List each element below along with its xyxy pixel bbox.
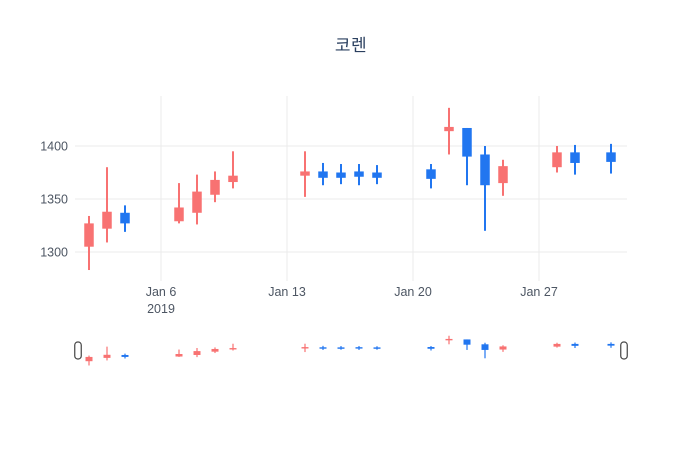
- candle-body: [373, 347, 381, 349]
- candle-body: [228, 175, 238, 183]
- candle-mini-day-21[interactable]: [427, 346, 435, 351]
- candle-body: [300, 171, 310, 176]
- candle-body: [103, 354, 111, 358]
- candle-body: [193, 351, 201, 355]
- candle-mini-day-17[interactable]: [355, 346, 363, 350]
- x-tick-label: Jan 6: [146, 285, 177, 299]
- candle-day-15[interactable]: [318, 162, 328, 186]
- candle-mini-day-14[interactable]: [301, 343, 309, 353]
- candle-body: [481, 344, 489, 350]
- candle-body: [570, 152, 580, 163]
- candle-body: [175, 354, 183, 357]
- candle-mini-day-4[interactable]: [121, 353, 129, 359]
- candle-body: [426, 169, 436, 179]
- gridlines: [75, 96, 627, 281]
- candle-day-9[interactable]: [210, 171, 220, 203]
- candle-mini-day-28[interactable]: [553, 342, 561, 348]
- candle-body: [336, 172, 346, 178]
- candle-day-14[interactable]: [300, 151, 310, 197]
- candle-day-18[interactable]: [372, 165, 382, 185]
- y-tick-label: 1400: [40, 140, 68, 154]
- candle-body: [229, 348, 237, 350]
- range-slider-left-handle[interactable]: [74, 341, 82, 360]
- candle-day-2[interactable]: [84, 215, 94, 271]
- range-slider[interactable]: [74, 330, 628, 372]
- x-tick-sublabel: 2019: [147, 302, 175, 316]
- candlestick-series[interactable]: [84, 107, 616, 271]
- candle-body: [445, 338, 453, 341]
- y-axis: 1300 1350 1400: [40, 140, 68, 260]
- candle-body: [427, 347, 435, 349]
- candle-body: [607, 343, 615, 346]
- candle-day-3[interactable]: [102, 167, 112, 243]
- candle-mini-day-24[interactable]: [481, 342, 489, 359]
- candle-body: [120, 212, 130, 224]
- candle-body: [211, 348, 219, 352]
- candle-day-22[interactable]: [444, 107, 454, 155]
- y-tick-label: 1300: [40, 246, 68, 260]
- candle-body: [318, 171, 328, 178]
- candle-body: [121, 354, 129, 357]
- candle-body: [192, 191, 202, 213]
- candle-day-28[interactable]: [552, 146, 562, 173]
- candle-day-24[interactable]: [480, 146, 490, 231]
- candle-body: [444, 126, 454, 132]
- candle-day-8[interactable]: [192, 174, 202, 225]
- candle-body: [606, 152, 616, 162]
- candle-body: [372, 172, 382, 178]
- candle-body: [499, 346, 507, 350]
- candle-day-4[interactable]: [120, 205, 130, 232]
- candle-body: [210, 179, 220, 195]
- candle-body: [301, 347, 309, 349]
- candle-mini-day-2[interactable]: [85, 355, 93, 366]
- x-tick-label: Jan 20: [394, 285, 432, 299]
- candle-day-7[interactable]: [174, 183, 184, 224]
- candle-day-31[interactable]: [606, 143, 616, 174]
- candle-mini-day-8[interactable]: [193, 347, 201, 358]
- candle-body: [462, 127, 472, 157]
- candle-mini-day-15[interactable]: [319, 345, 327, 350]
- candle-mini-day-22[interactable]: [445, 335, 453, 345]
- range-slider-right-handle[interactable]: [620, 341, 628, 360]
- candle-body: [552, 152, 562, 168]
- candle-body: [102, 211, 112, 229]
- candle-body: [553, 343, 561, 347]
- x-tick-label: Jan 27: [520, 285, 558, 299]
- candle-mini-day-16[interactable]: [337, 346, 345, 350]
- candle-body: [174, 207, 184, 222]
- candle-body: [571, 343, 579, 346]
- range-slider-track[interactable]: [75, 330, 627, 372]
- candle-mini-day-9[interactable]: [211, 347, 219, 354]
- candle-mini-day-18[interactable]: [373, 346, 381, 350]
- candle-mini-day-29[interactable]: [571, 342, 579, 348]
- candle-day-17[interactable]: [354, 164, 364, 186]
- candle-body: [319, 347, 327, 349]
- candle-mini-day-25[interactable]: [499, 345, 507, 352]
- chart-title: 코렌: [334, 36, 368, 55]
- candle-body: [85, 356, 93, 362]
- candle-mini-day-3[interactable]: [103, 346, 111, 361]
- candle-body: [354, 171, 364, 177]
- candle-body: [480, 154, 490, 186]
- x-axis: Jan 6 2019 Jan 13 Jan 20 Jan 27: [146, 285, 558, 316]
- candle-body: [337, 347, 345, 349]
- y-tick-label: 1350: [40, 193, 68, 207]
- candle-body: [463, 339, 471, 345]
- candle-day-23[interactable]: [462, 127, 472, 186]
- candle-mini-day-10[interactable]: [229, 343, 237, 351]
- candle-mini-day-31[interactable]: [607, 342, 615, 348]
- candle-mini-day-7[interactable]: [175, 349, 183, 357]
- candle-body: [355, 347, 363, 349]
- candle-day-25[interactable]: [498, 159, 508, 196]
- candle-day-16[interactable]: [336, 164, 346, 185]
- candle-body: [84, 223, 94, 247]
- candle-mini-day-23[interactable]: [463, 339, 471, 350]
- candle-day-21[interactable]: [426, 164, 436, 189]
- candle-body: [498, 166, 508, 184]
- x-tick-label: Jan 13: [268, 285, 306, 299]
- candle-day-10[interactable]: [228, 151, 238, 189]
- candle-day-29[interactable]: [570, 144, 580, 175]
